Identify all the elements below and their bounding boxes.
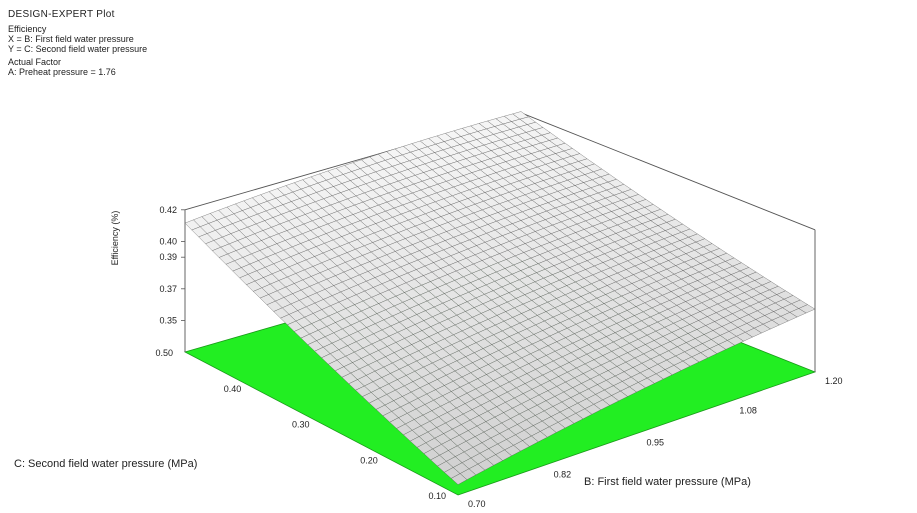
x-tick-label: 0.95 [647, 438, 665, 448]
surface-cell [450, 473, 468, 485]
surface-layer [184, 111, 816, 485]
ticks-layer: 0.35 0.37 0.39 0.40 0.42 0.10 0.20 0.30 0.40 0.50… [155, 205, 842, 509]
actual-factor-value: A: Preheat pressure = 1.76 [8, 67, 116, 77]
x-axis-definition: X = B: First field water pressure [8, 34, 134, 44]
y-tick-label: 0.20 [360, 455, 378, 465]
y-tick-label: 0.50 [155, 348, 173, 358]
x-tick-label: 1.08 [739, 406, 757, 416]
plot-title: DESIGN-EXPERT Plot [8, 9, 115, 20]
actual-factor-heading: Actual Factor [8, 57, 62, 67]
z-tick-label: 0.37 [159, 284, 177, 294]
response-label: Efficiency [8, 24, 47, 34]
top-back-right-edge [520, 112, 816, 231]
y-tick-label: 0.30 [292, 420, 310, 430]
y-axis-label: C: Second field water pressure (MPa) [14, 458, 197, 470]
x-tick-label: 0.70 [468, 499, 486, 509]
y-tick-label: 0.40 [224, 384, 242, 394]
plot-header: DESIGN-EXPERT Plot Efficiency X = B: Fir… [8, 9, 148, 78]
z-axis-label: Efficiency (%) [110, 211, 120, 266]
y-tick-label: 0.10 [428, 491, 446, 501]
z-tick-label: 0.39 [159, 252, 177, 262]
x-tick-label: 0.82 [554, 469, 572, 479]
y-axis-definition: Y = C: Second field water pressure [8, 44, 148, 54]
x-tick-label: 1.20 [825, 376, 843, 386]
z-tick-label: 0.42 [159, 205, 177, 215]
x-axis-label: B: First field water pressure (MPa) [584, 476, 751, 488]
z-tick-label: 0.35 [159, 315, 177, 325]
z-tick-label: 0.40 [159, 236, 177, 246]
response-surface-mesh [184, 111, 816, 485]
